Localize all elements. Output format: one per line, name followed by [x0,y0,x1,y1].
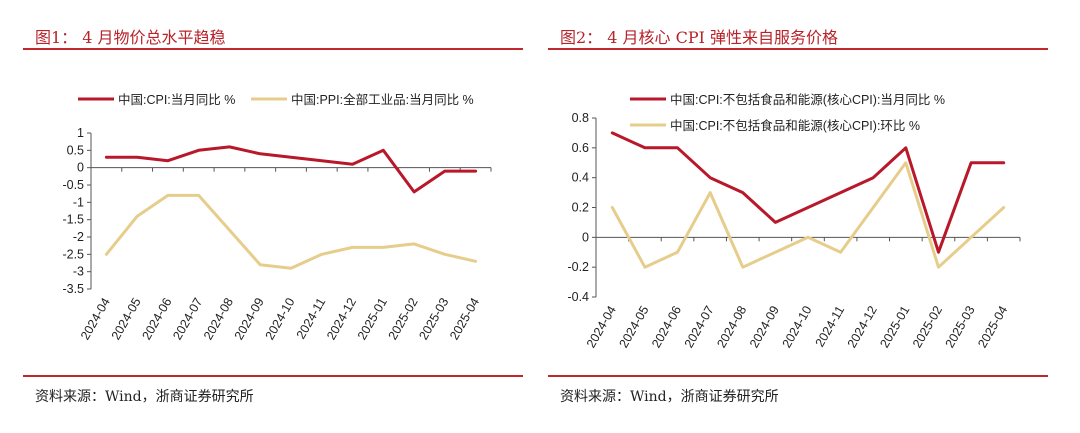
y-tick-label: 0 [77,161,84,175]
footer-divider [548,375,1048,377]
figure-title: 图1： 4 月物价总水平趋稳 [35,28,226,47]
series-line [610,131,1006,254]
y-tick-label: 0.6 [572,141,589,155]
figure-title: 图2： 4 月核心 CPI 弹性来自服务价格 [560,28,839,47]
y-tick-label: -3 [73,265,84,279]
source-note: 资料来源：Wind，浙商证券研究所 [560,389,779,405]
series-line [104,145,478,194]
x-tick-label: 2024-07 [682,303,717,350]
x-tick-label: 2025-01 [877,303,912,350]
footer-divider [23,375,523,377]
y-tick-label: 1 [77,126,84,140]
y-tick-label: -1.5 [62,213,84,227]
y-tick-label: -0.2 [567,260,589,274]
x-tick-label: 2025-04 [447,295,482,342]
legend-label: 中国:CPI:不包括食品和能源(核心CPI):当月同比 % [670,92,945,107]
y-tick-label: 0.2 [572,201,589,215]
x-tick-label: 2024-05 [616,303,651,350]
y-tick-label: -1 [73,195,84,209]
y-tick-label: -3.5 [62,282,84,296]
legend-label: 中国:PPI:全部工业品:当月同比 % [291,92,474,107]
series-line [610,161,1006,269]
x-tick-label: 2024-09 [747,303,782,350]
y-tick-label: 0.5 [67,143,84,157]
x-tick-label: 2024-11 [813,303,848,349]
source-note: 资料来源：Wind，浙商证券研究所 [35,389,254,405]
y-tick-label: 0.8 [572,111,589,125]
y-tick-label: -0.4 [567,290,589,304]
y-tick-label: 0 [582,230,589,244]
cpi-ppi-line-chart: 中国:CPI:当月同比 % 中国:PPI:全部工业品:当月同比 % 1 0.5 0 -0.… [62,92,492,342]
x-tick-label: 2024-08 [714,303,749,350]
x-tick-label: 2024-04 [584,303,619,350]
series-line [104,193,478,270]
legend-label: 中国:CPI:不包括食品和能源(核心CPI):环比 % [670,118,920,133]
core-cpi-line-chart: 中国:CPI:不包括食品和能源(核心CPI):当月同比 % 中国:CPI:不包括食… [567,92,1021,350]
x-tick-label: 2024-10 [263,295,298,342]
x-tick-label: 2024-10 [780,303,815,350]
y-tick-label: -0.5 [62,178,84,192]
y-tick-label: 0.4 [572,171,589,185]
y-tick-label: -2.5 [62,247,84,261]
legend-label: 中国:CPI:当月同比 % [118,92,235,107]
x-tick-label: 2024-11 [294,295,329,341]
title-divider [548,48,1048,50]
chart-panel-2: 图2： 4 月核心 CPI 弹性来自服务价格 中国:CPI:不包括食品和能源(核… [548,0,1048,433]
x-tick-label: 2025-03 [943,303,978,350]
x-tick-label: 2024-12 [845,303,880,350]
y-tick-label: -2 [73,230,84,244]
x-tick-label: 2024-06 [649,303,684,350]
title-divider [23,48,523,50]
x-tick-label: 2025-04 [975,303,1010,350]
chart-panel-1: 图1： 4 月物价总水平趋稳 中国:CPI:当月同比 % 中国:PPI:全部工业品… [23,0,523,433]
x-tick-label: 2025-02 [910,303,945,350]
